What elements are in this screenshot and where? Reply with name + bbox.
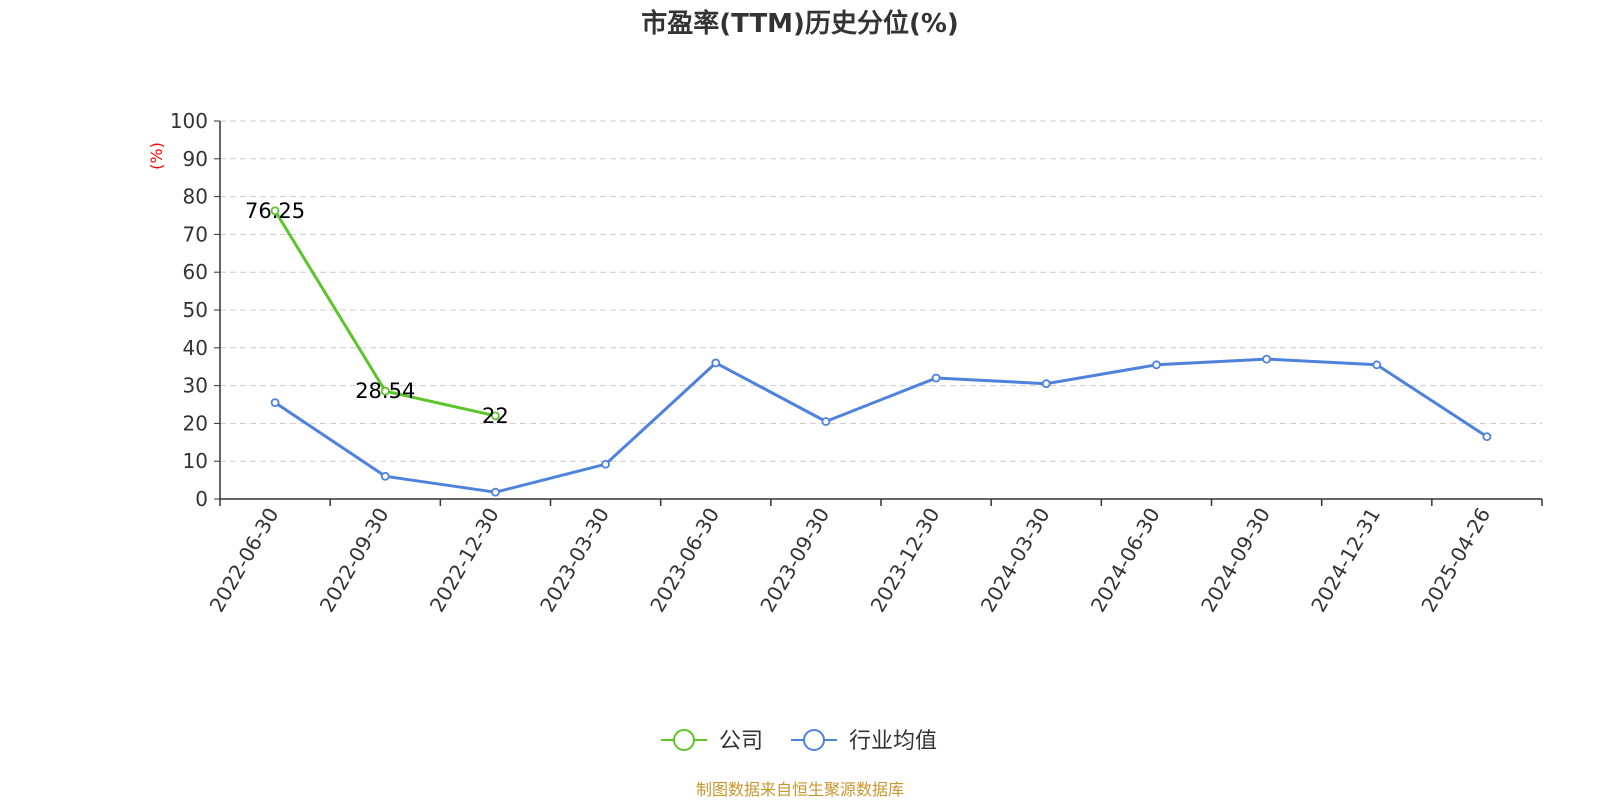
data-label-company: 22: [482, 404, 509, 428]
data-point-industry-average[interactable]: [491, 487, 500, 497]
legend-marker-company: [673, 729, 695, 751]
legend-item-company[interactable]: 公司: [661, 729, 763, 754]
x-tick-label: 2023-09-30: [755, 504, 834, 617]
y-axis-unit: (%): [147, 142, 166, 170]
data-point-industry-average[interactable]: [931, 373, 941, 383]
legend-item-industry-average[interactable]: 行业均值: [791, 729, 937, 754]
data-point-industry-average[interactable]: [1372, 360, 1382, 370]
data-point-company[interactable]: [270, 206, 280, 216]
y-tick-label: 30: [183, 374, 208, 398]
x-tick-label: 2025-04-26: [1416, 504, 1495, 617]
data-point-industry-average[interactable]: [1041, 379, 1051, 389]
chart-title: 市盈率(TTM)历史分位(%): [641, 8, 959, 39]
x-tick-label: 2022-06-30: [205, 504, 284, 617]
legend: 公司 行业均值: [661, 729, 937, 754]
data-point-industry-average[interactable]: [821, 417, 831, 426]
data-point-industry-average[interactable]: [601, 459, 610, 469]
data-point-industry-average[interactable]: [711, 358, 721, 368]
x-tick-label: 2024-09-30: [1196, 504, 1275, 617]
grid-layer: [220, 120, 1542, 462]
legend-marker-industry-average: [803, 729, 825, 751]
y-tick-label: 70: [183, 222, 208, 246]
x-tick-label: 2023-12-30: [866, 504, 945, 617]
data-point-industry-average[interactable]: [1482, 432, 1492, 442]
data-point-industry-average[interactable]: [270, 398, 280, 408]
legend-label-company: 公司: [719, 729, 763, 754]
x-tick-label: 2022-09-30: [315, 504, 394, 617]
data-label-layer: 76.25 28.54 22: [245, 199, 509, 428]
y-tick-label: 50: [183, 298, 208, 322]
data-point-company[interactable]: [491, 411, 500, 421]
data-point-industry-average[interactable]: [380, 471, 390, 481]
y-tick-label: 0: [195, 487, 208, 511]
data-label-company: 76.25: [245, 199, 305, 223]
series-line-industry-average: [274, 357, 1488, 494]
x-tick-label: 2024-06-30: [1086, 504, 1165, 617]
x-tick-label: 2024-12-31: [1306, 504, 1385, 617]
y-tick-label: 90: [183, 147, 208, 171]
x-tick-label: 2024-03-30: [976, 504, 1055, 617]
data-source-note: 制图数据来自恒生聚源数据库: [696, 780, 904, 799]
y-tick-label: 80: [183, 185, 208, 209]
y-tick-label: 20: [183, 411, 208, 435]
x-tick-label: 2023-06-30: [645, 504, 724, 617]
legend-label-industry-average: 行业均值: [849, 729, 937, 754]
x-tick-label: 2022-12-30: [425, 504, 504, 617]
data-label-company: 28.54: [355, 379, 415, 403]
y-tick-label: 100: [170, 109, 208, 133]
series-layer: [270, 206, 1492, 497]
data-point-company[interactable]: [380, 386, 390, 396]
data-point-industry-average[interactable]: [1262, 354, 1271, 364]
y-tick-label: 40: [183, 336, 208, 360]
y-tick-label: 60: [183, 260, 208, 284]
x-tick-label: 2023-03-30: [535, 504, 614, 617]
data-point-industry-average[interactable]: [1152, 360, 1161, 370]
y-tick-label: 10: [183, 449, 208, 473]
